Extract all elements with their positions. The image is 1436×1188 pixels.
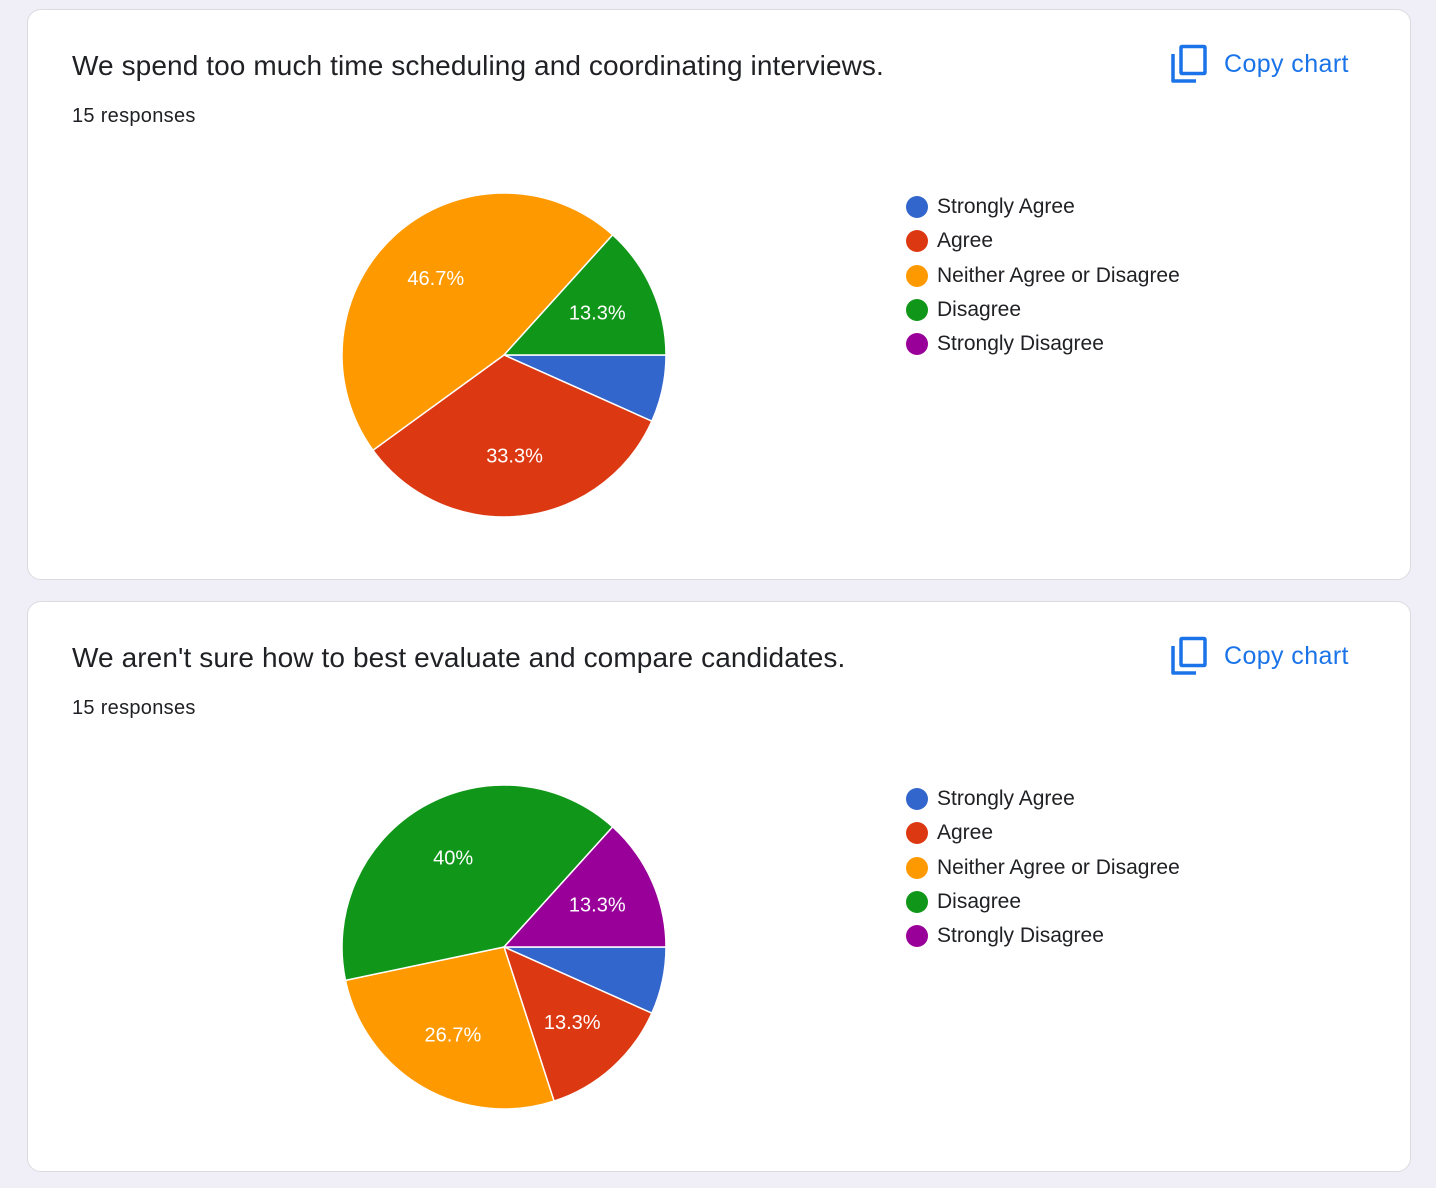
legend-label: Disagree <box>937 890 1022 914</box>
copy-chart-button[interactable]: Copy chart <box>1170 636 1349 676</box>
chart-legend: Strongly Agree Agree Neither Agree or Disa… <box>906 782 1180 953</box>
legend-label: Strongly Disagree <box>937 332 1104 356</box>
legend-label: Disagree <box>937 298 1022 322</box>
response-count: 15 responses <box>72 105 196 127</box>
legend-label: Agree <box>937 821 994 845</box>
slice-percent-label: 13.3% <box>544 1012 601 1034</box>
copy-icon <box>1171 44 1207 83</box>
pie-slice-neither-agree-or-disagree <box>344 946 555 1110</box>
pie-slice-agree <box>372 354 653 518</box>
question-title: We spend too much time scheduling and co… <box>72 50 884 81</box>
slice-percent-label: 40% <box>433 848 473 870</box>
pie-chart-svg: 33.3% 46.7% 13.3% <box>341 192 667 518</box>
pie-slice-strongly-disagree <box>503 826 667 948</box>
pie-chart: 33.3% 46.7% 13.3% <box>339 190 669 520</box>
pie-slice-disagree <box>503 234 667 356</box>
slice-percent-label: 46.7% <box>407 268 464 290</box>
legend-item: Strongly Disagree <box>906 327 1180 361</box>
response-count: 15 responses <box>72 697 196 719</box>
pie-slice-agree <box>503 946 653 1102</box>
legend-label: Neither Agree or Disagree <box>937 855 1180 879</box>
legend-label: Agree <box>937 229 994 253</box>
legend-label: Strongly Agree <box>937 787 1075 811</box>
slice-percent-label: 13.3% <box>569 303 626 325</box>
pie-chart-svg: 13.3% 26.7% 40% 13.3% <box>341 784 667 1110</box>
chart-card-1: We spend too much time scheduling and co… <box>27 9 1411 580</box>
legend-swatch <box>906 230 928 253</box>
legend-item: Neither Agree or Disagree <box>906 851 1180 885</box>
legend-swatch <box>906 856 928 879</box>
copy-chart-label: Copy chart <box>1224 641 1349 670</box>
slice-percent-label: 26.7% <box>425 1024 482 1046</box>
chart-card-2: We aren't sure how to best evaluate and … <box>27 601 1411 1172</box>
legend-label: Neither Agree or Disagree <box>937 263 1180 287</box>
copy-chart-label: Copy chart <box>1224 49 1349 78</box>
legend-item: Neither Agree or Disagree <box>906 259 1180 293</box>
legend-swatch <box>906 788 928 811</box>
question-title: We aren't sure how to best evaluate and … <box>72 642 846 673</box>
legend-item: Agree <box>906 224 1180 258</box>
legend-item: Agree <box>906 816 1180 850</box>
legend-swatch <box>906 333 928 356</box>
legend-swatch <box>906 925 928 948</box>
copy-chart-button[interactable]: Copy chart <box>1170 44 1349 84</box>
legend-item: Strongly Agree <box>906 190 1180 224</box>
legend-item: Disagree <box>906 885 1180 919</box>
legend-swatch <box>906 264 928 287</box>
pie-chart: 13.3% 26.7% 40% 13.3% <box>339 782 669 1112</box>
legend-item: Strongly Disagree <box>906 919 1180 953</box>
pie-slice-disagree <box>341 784 614 982</box>
legend-swatch <box>906 891 928 914</box>
legend-swatch <box>906 822 928 845</box>
slice-percent-label: 13.3% <box>569 895 626 917</box>
pie-slice-neither-agree-or-disagree <box>341 192 614 451</box>
legend-swatch <box>906 196 928 219</box>
copy-icon <box>1171 636 1207 675</box>
legend-item: Disagree <box>906 293 1180 327</box>
legend-label: Strongly Disagree <box>937 924 1104 948</box>
legend-swatch <box>906 299 928 322</box>
legend-item: Strongly Agree <box>906 782 1180 816</box>
chart-legend: Strongly Agree Agree Neither Agree or Disa… <box>906 190 1180 361</box>
slice-percent-label: 33.3% <box>486 446 543 468</box>
legend-label: Strongly Agree <box>937 195 1075 219</box>
